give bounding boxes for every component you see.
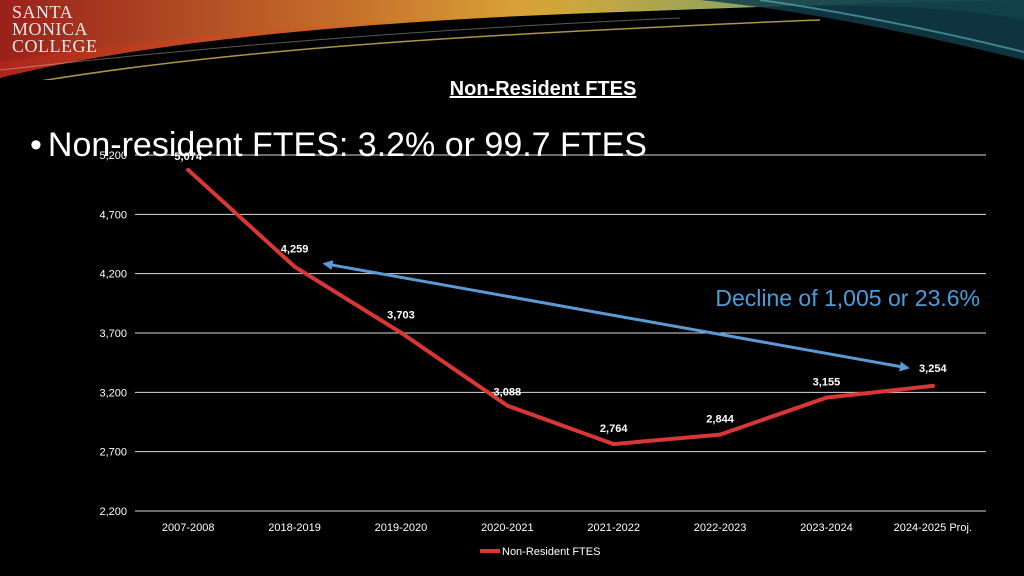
bullet-point: • Non-resident FTES: 3.2% or 99.7 FTES <box>30 126 647 165</box>
decline-arrow <box>322 260 910 372</box>
data-label: 3,703 <box>387 310 415 322</box>
decorative-swoosh <box>0 0 1024 80</box>
data-label: 2,764 <box>600 423 628 435</box>
y-tick-label: 3,700 <box>99 328 127 340</box>
data-label: 3,254 <box>919 363 947 375</box>
legend-label: Non-Resident FTES <box>502 546 600 558</box>
x-tick-label: 2022-2023 <box>694 522 747 534</box>
x-tick-label: 2021-2022 <box>587 522 640 534</box>
data-point <box>718 432 723 437</box>
y-tick-label: 4,200 <box>99 269 127 281</box>
y-tick-label: 3,200 <box>99 387 127 399</box>
data-label: 2,844 <box>706 414 734 426</box>
data-point <box>292 264 297 269</box>
data-point <box>505 403 510 408</box>
x-tick-label: 2024-2025 Proj. <box>894 522 972 534</box>
data-point <box>611 442 616 447</box>
x-tick-label: 2018-2019 <box>268 522 321 534</box>
data-label: 5,074 <box>174 151 202 163</box>
chart-title: Non-Resident FTES <box>449 78 637 100</box>
college-logo: SANTA MONICA COLLEGE <box>12 2 102 56</box>
data-point <box>186 167 191 172</box>
x-tick-label: 2020-2021 <box>481 522 534 534</box>
bullet-marker: • <box>30 126 42 164</box>
y-tick-label: 2,700 <box>99 447 127 459</box>
logo-line-1: SANTA <box>12 2 74 22</box>
x-tick-label: 2023-2024 <box>800 522 853 534</box>
y-tick-label: 5,200 <box>99 150 127 162</box>
y-tick-label: 4,700 <box>99 209 127 221</box>
data-label: 3,088 <box>494 387 522 399</box>
bullet-text: Non-resident FTES: 3.2% or 99.7 FTES <box>47 126 647 164</box>
logo-line-2: MONICA <box>12 19 89 39</box>
y-tick-label: 2,200 <box>99 506 127 518</box>
decline-annotation: Decline of 1,005 or 23.6% <box>715 285 980 311</box>
data-label: 4,259 <box>281 244 309 256</box>
data-label: 3,155 <box>813 377 841 389</box>
data-point <box>398 330 403 335</box>
x-tick-label: 2007-2008 <box>162 522 215 534</box>
logo-line-3: COLLEGE <box>12 36 98 56</box>
data-point <box>824 395 829 400</box>
series-line-non-resident-ftes <box>186 167 935 447</box>
data-point <box>930 383 935 388</box>
x-tick-label: 2019-2020 <box>375 522 428 534</box>
